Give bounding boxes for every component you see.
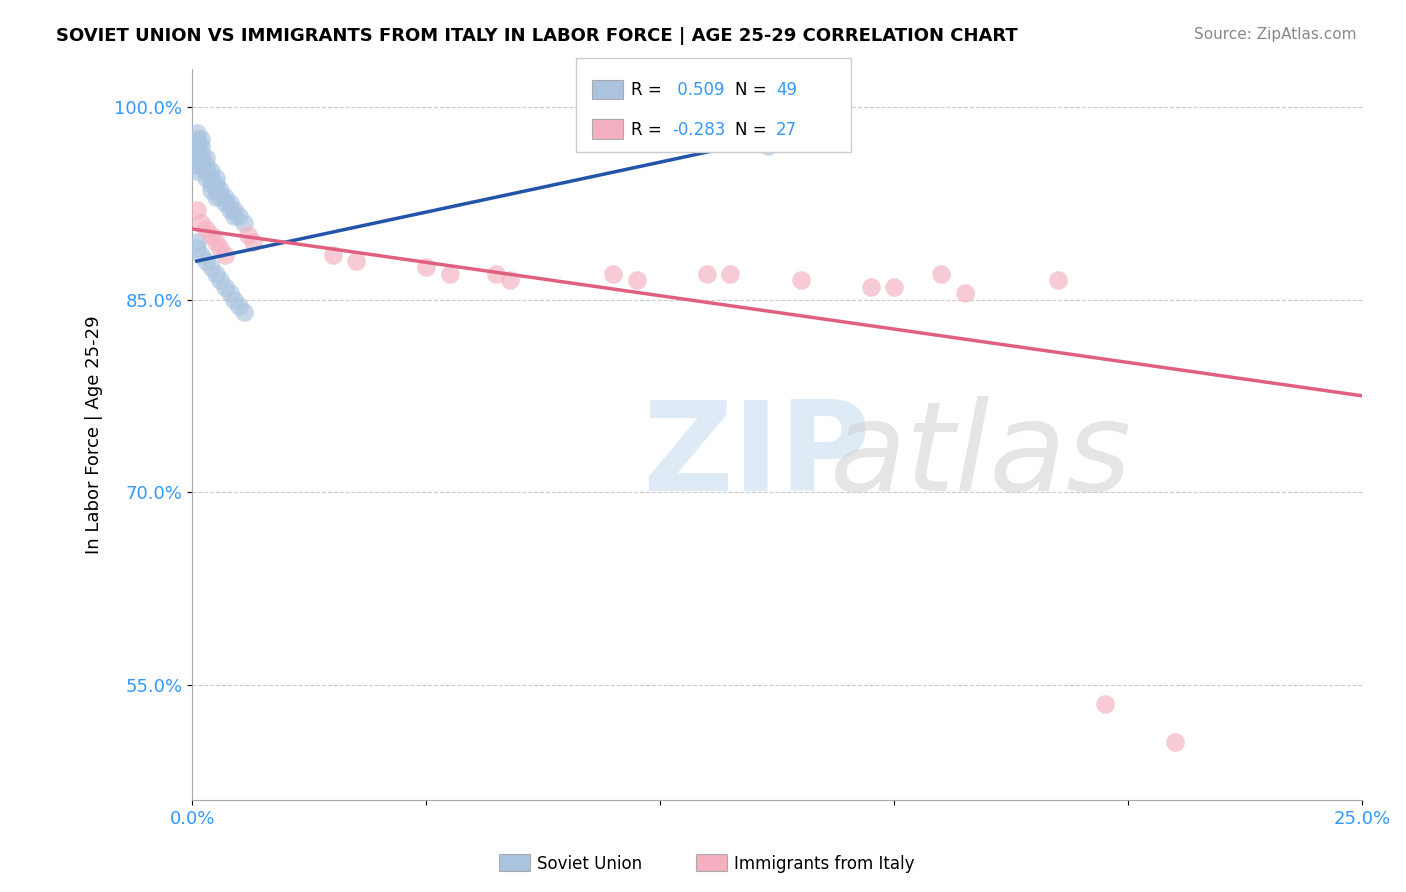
Point <box>242 235 264 249</box>
Text: atlas: atlas <box>830 396 1132 516</box>
Point <box>214 196 236 211</box>
Point <box>190 132 212 146</box>
Text: Immigrants from Italy: Immigrants from Italy <box>734 855 914 873</box>
Point <box>859 279 882 293</box>
Point <box>186 241 208 255</box>
Point <box>186 138 208 153</box>
Point <box>186 145 208 159</box>
Point <box>204 190 226 204</box>
Point <box>214 190 236 204</box>
Point <box>228 299 250 313</box>
Text: 27: 27 <box>776 121 797 139</box>
Text: Source: ZipAtlas.com: Source: ZipAtlas.com <box>1194 27 1357 42</box>
Point <box>186 235 208 249</box>
Point <box>190 145 212 159</box>
Point <box>953 286 976 301</box>
Point <box>748 132 770 146</box>
Point <box>344 254 367 268</box>
Text: R =: R = <box>631 121 662 139</box>
Point <box>415 260 437 275</box>
Y-axis label: In Labor Force | Age 25-29: In Labor Force | Age 25-29 <box>86 315 103 554</box>
Point <box>214 279 236 293</box>
Point <box>195 222 218 236</box>
Point <box>195 254 218 268</box>
Point <box>186 132 208 146</box>
Point <box>200 164 222 178</box>
Point <box>209 273 232 287</box>
Point <box>186 164 208 178</box>
Point <box>190 158 212 172</box>
Point <box>499 273 522 287</box>
Point <box>209 241 232 255</box>
Point <box>204 170 226 185</box>
Point <box>789 273 811 287</box>
Point <box>195 158 218 172</box>
Text: R =: R = <box>631 81 662 99</box>
Text: N =: N = <box>735 121 766 139</box>
Text: -0.283: -0.283 <box>672 121 725 139</box>
Point <box>756 138 779 153</box>
Point <box>232 305 254 319</box>
Point <box>602 267 624 281</box>
Point <box>186 202 208 217</box>
Point <box>186 126 208 140</box>
Point <box>200 260 222 275</box>
Point <box>218 202 240 217</box>
Point <box>322 247 344 261</box>
Point <box>214 247 236 261</box>
Point <box>232 216 254 230</box>
Point <box>439 267 461 281</box>
Point <box>1164 735 1187 749</box>
Point <box>485 267 508 281</box>
Point <box>224 293 246 307</box>
Point <box>204 267 226 281</box>
Point <box>200 184 222 198</box>
Text: ZIP: ZIP <box>643 396 872 516</box>
Point <box>696 267 718 281</box>
Text: 0.509: 0.509 <box>672 81 724 99</box>
Point <box>209 184 232 198</box>
Point <box>218 196 240 211</box>
Point <box>200 177 222 191</box>
Point <box>204 184 226 198</box>
Point <box>190 247 212 261</box>
Point <box>190 152 212 166</box>
Point <box>204 177 226 191</box>
Point <box>626 273 648 287</box>
Point <box>190 138 212 153</box>
Text: N =: N = <box>735 81 766 99</box>
Point <box>228 209 250 223</box>
Point <box>720 267 742 281</box>
Point <box>195 170 218 185</box>
Point <box>200 228 222 243</box>
Point <box>1094 697 1116 711</box>
Point <box>1047 273 1070 287</box>
Point <box>238 228 260 243</box>
Point <box>224 202 246 217</box>
Text: SOVIET UNION VS IMMIGRANTS FROM ITALY IN LABOR FORCE | AGE 25-29 CORRELATION CHA: SOVIET UNION VS IMMIGRANTS FROM ITALY IN… <box>56 27 1018 45</box>
Text: Soviet Union: Soviet Union <box>537 855 643 873</box>
Point <box>186 158 208 172</box>
Point <box>200 170 222 185</box>
Point <box>738 126 761 140</box>
Point <box>209 190 232 204</box>
Point <box>224 209 246 223</box>
Point <box>190 216 212 230</box>
Point <box>186 152 208 166</box>
Point <box>195 164 218 178</box>
Point <box>218 286 240 301</box>
Point <box>929 267 952 281</box>
Point <box>883 279 905 293</box>
Point <box>195 152 218 166</box>
Text: 49: 49 <box>776 81 797 99</box>
Point <box>204 235 226 249</box>
